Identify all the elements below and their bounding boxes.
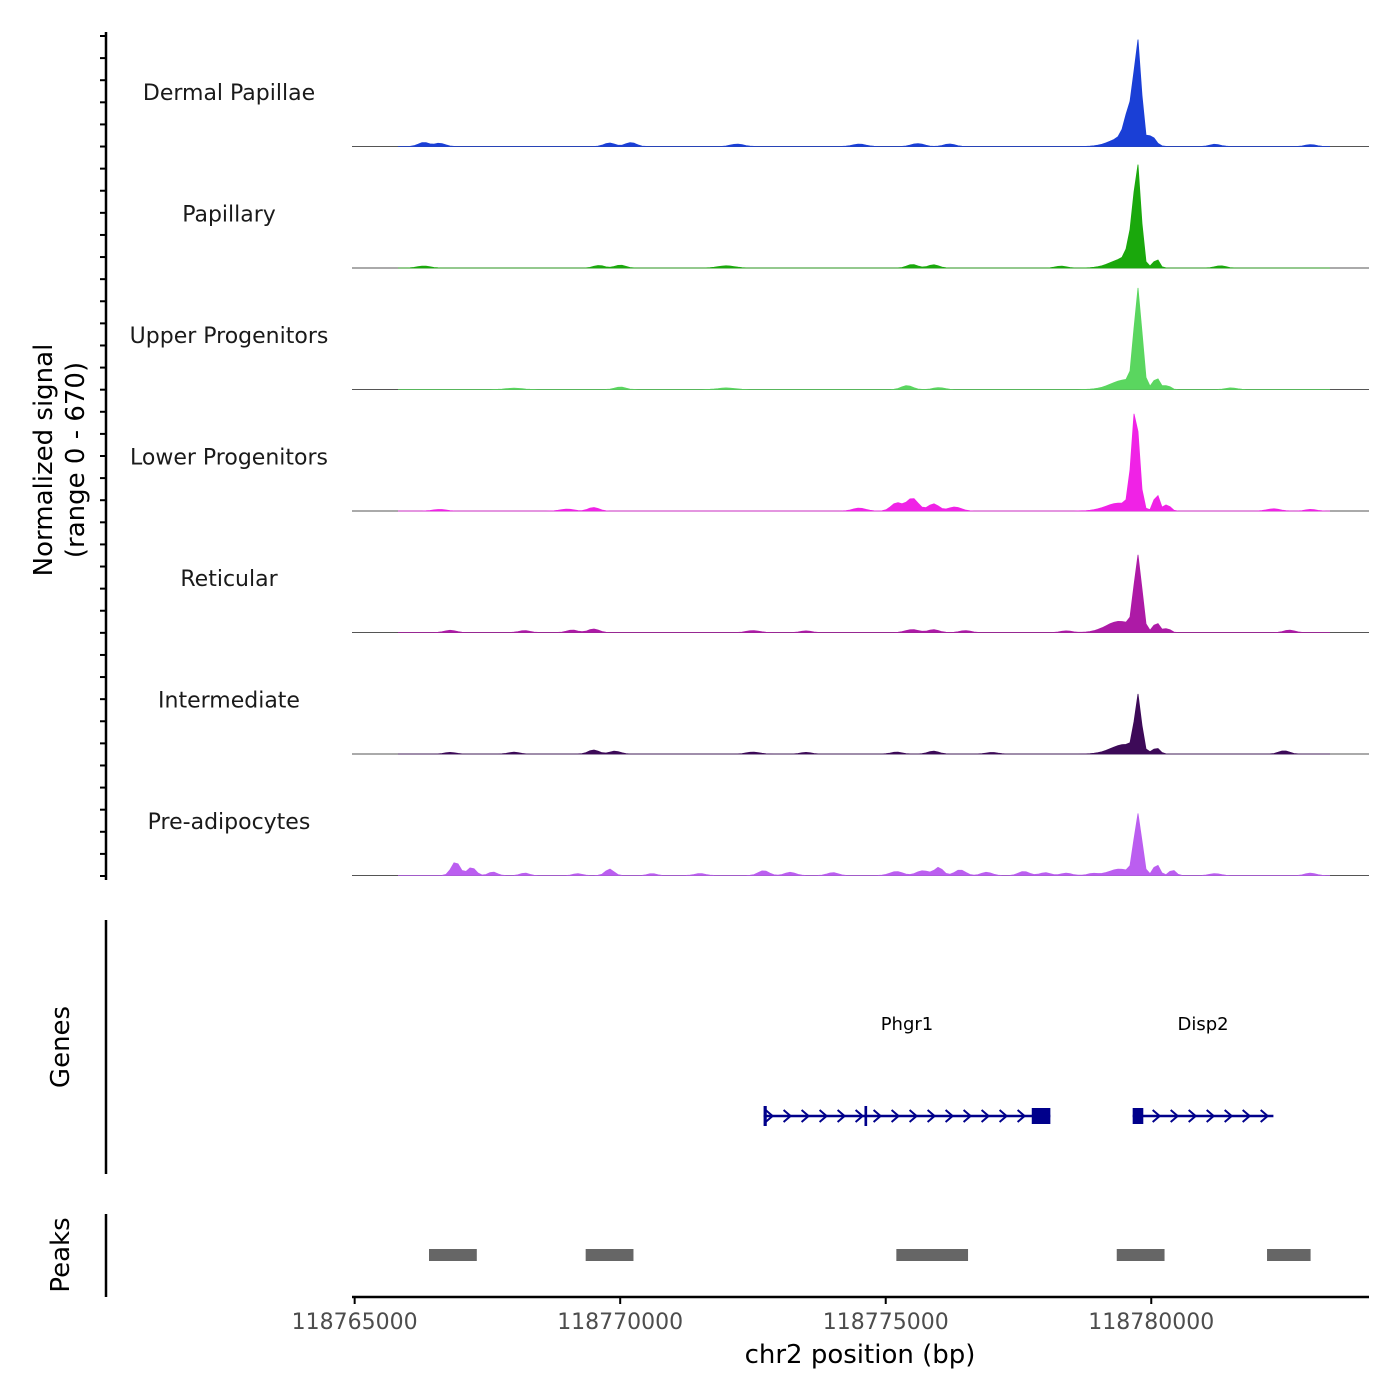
strand-arrow <box>872 1109 883 1123</box>
gene-phgr1: Phgr1 <box>763 1014 1051 1126</box>
gene-label: Disp2 <box>1177 1014 1228 1035</box>
gene-exon <box>864 1106 868 1126</box>
strand-arrow <box>854 1109 865 1123</box>
gene-label: Phgr1 <box>881 1014 934 1035</box>
track-intermediate: Intermediate <box>158 689 1369 755</box>
y-axis-title: Normalized signal (range 0 - 670) <box>29 344 91 577</box>
y-axis-title-line1: Normalized signal <box>29 344 59 577</box>
strand-arrow <box>836 1109 847 1123</box>
strand-arrow <box>998 1109 1009 1123</box>
strand-arrow <box>1242 1109 1252 1123</box>
track-pre-adipocytes: Pre-adipocytes <box>148 810 1369 876</box>
strand-arrow <box>818 1109 829 1123</box>
coverage-area <box>398 554 1330 633</box>
peak-region <box>1267 1249 1311 1261</box>
strand-arrow <box>980 1109 991 1123</box>
strand-arrow <box>1206 1109 1216 1123</box>
strand-arrow <box>1152 1109 1162 1123</box>
strand-arrow <box>1170 1109 1180 1123</box>
track-reticular: Reticular <box>180 554 1369 633</box>
coverage-area <box>398 287 1330 390</box>
genes-panel: Genes Phgr1 Disp2 <box>46 920 1274 1174</box>
strand-arrow <box>944 1109 955 1123</box>
gene-exon <box>763 1106 767 1126</box>
track-label: Lower Progenitors <box>130 446 328 471</box>
gene-exon <box>1132 1108 1144 1124</box>
strand-arrow <box>1016 1109 1027 1123</box>
strand-arrow <box>926 1109 937 1123</box>
track-label: Intermediate <box>158 689 300 714</box>
strand-arrow <box>962 1109 973 1123</box>
strand-arrow <box>908 1109 919 1123</box>
strand-arrow <box>764 1109 775 1123</box>
y-axis-title-line2: (range 0 - 670) <box>61 362 91 558</box>
x-axis: 118765000 118770000 118775000 118780000 chr… <box>292 1295 1369 1370</box>
track-label: Reticular <box>180 567 278 592</box>
peaks-panel: Peaks <box>46 1214 1311 1297</box>
peak-region <box>896 1249 969 1261</box>
peak-region <box>585 1249 634 1261</box>
strand-arrow <box>1224 1109 1234 1123</box>
peak-region <box>1116 1249 1165 1261</box>
signal-axis <box>100 32 108 880</box>
coverage-area <box>398 164 1330 269</box>
coverage-area <box>398 693 1330 755</box>
x-tick-label: 118775000 <box>823 1310 949 1335</box>
strand-arrow <box>1188 1109 1198 1123</box>
gene-exon <box>1031 1108 1051 1124</box>
coverage-area <box>398 39 1330 147</box>
x-tick-label: 118770000 <box>557 1310 683 1335</box>
peaks-axis-title: Peaks <box>46 1217 76 1292</box>
peak-region <box>429 1249 477 1261</box>
x-tick-label: 118780000 <box>1088 1310 1214 1335</box>
coverage-area <box>398 413 1330 512</box>
coverage-tracks: Dermal Papillae Papillary Upper Progenitor… <box>130 39 1369 876</box>
gene-disp2: Disp2 <box>1132 1014 1274 1124</box>
track-label: Papillary <box>182 203 276 228</box>
strand-arrow <box>782 1109 793 1123</box>
track-dermal-papillae: Dermal Papillae <box>143 39 1369 147</box>
coverage-area <box>398 813 1330 876</box>
genes-axis-title: Genes <box>46 1006 76 1088</box>
x-tick-label: 118765000 <box>292 1310 418 1335</box>
strand-arrow <box>800 1109 811 1123</box>
track-label: Dermal Papillae <box>143 81 315 106</box>
strand-arrow <box>890 1109 901 1123</box>
track-lower-progenitors: Lower Progenitors <box>130 413 1369 512</box>
track-upper-progenitors: Upper Progenitors <box>130 287 1369 390</box>
track-label: Pre-adipocytes <box>148 810 311 835</box>
strand-arrow <box>1260 1109 1270 1123</box>
track-papillary: Papillary <box>182 164 1369 269</box>
track-label: Upper Progenitors <box>130 324 329 349</box>
x-axis-title: chr2 position (bp) <box>745 1340 976 1370</box>
